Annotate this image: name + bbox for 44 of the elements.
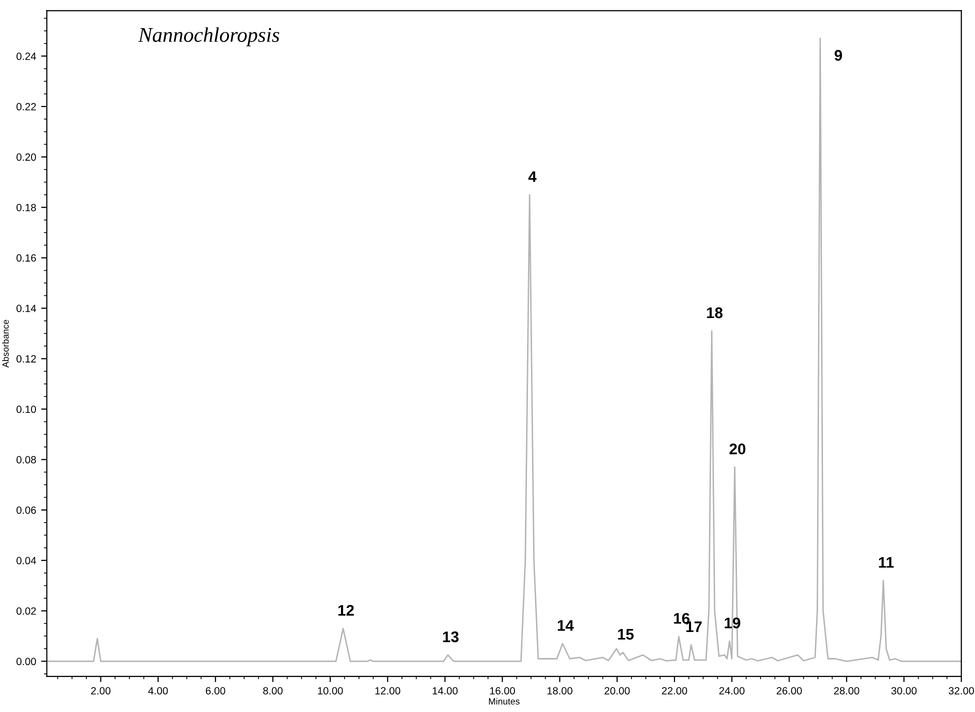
annotation: 17 <box>686 621 702 632</box>
text: Nannochloropsis <box>138 27 280 46</box>
annotation: 18 <box>707 307 723 318</box>
x-tick-label: 22.00 <box>662 687 688 694</box>
annotation: 15 <box>618 629 634 640</box>
annotation: 9 <box>834 50 842 61</box>
x-tick-label: 2.00 <box>91 687 110 694</box>
x-tick-label: 8.00 <box>263 687 283 694</box>
x-tick-label: 20.00 <box>604 687 630 694</box>
x-tick-label: 26.00 <box>776 687 802 694</box>
y-tick-label: 0.12 <box>16 355 36 363</box>
annotation: 19 <box>724 618 740 628</box>
x-tick-label: 32.00 <box>948 687 974 694</box>
y-tick-label: 0.06 <box>16 506 36 514</box>
annotation: 12 <box>338 604 354 616</box>
x-tick-label: 24.00 <box>719 687 744 694</box>
y-tick-label: 0.00 <box>16 658 36 666</box>
x-tick-label: 12.00 <box>375 687 400 694</box>
y-axis-title: Absorbance <box>2 320 9 368</box>
y-tick-label: 0.22 <box>16 103 36 110</box>
y-tick-label: 0.04 <box>16 556 36 564</box>
x-tick-label: 16.00 <box>490 687 515 694</box>
y-tick-label: 0.10 <box>16 406 36 413</box>
x-tick-label: 28.00 <box>834 687 860 694</box>
annotation: 14 <box>558 620 574 631</box>
x-tick-label: 30.00 <box>891 687 917 694</box>
y-tick-label: 0.20 <box>16 153 36 161</box>
y-tick-label: 0.16 <box>16 254 36 262</box>
y-tick-label: 0.18 <box>16 204 36 212</box>
x-tick-label: 10.00 <box>318 687 343 694</box>
annotation: 16 <box>674 612 690 624</box>
y-tick-label: 0.24 <box>16 52 36 60</box>
annotation: 20 <box>730 444 746 454</box>
x-tick-label: 4.00 <box>148 687 168 694</box>
annotation: 11 <box>878 557 894 568</box>
annotation: 4 <box>528 171 537 182</box>
y-tick-label: 0.08 <box>16 456 36 464</box>
x-axis-title: Minutes <box>489 698 520 705</box>
y-tick-label: 0.14 <box>16 304 36 312</box>
x-tick-label: 14.00 <box>432 687 458 694</box>
y-tick-label: 0.02 <box>16 607 36 615</box>
annotation: 13 <box>443 631 459 642</box>
x-tick-label: 6.00 <box>206 687 226 694</box>
x-tick-label: 18.00 <box>547 687 572 694</box>
